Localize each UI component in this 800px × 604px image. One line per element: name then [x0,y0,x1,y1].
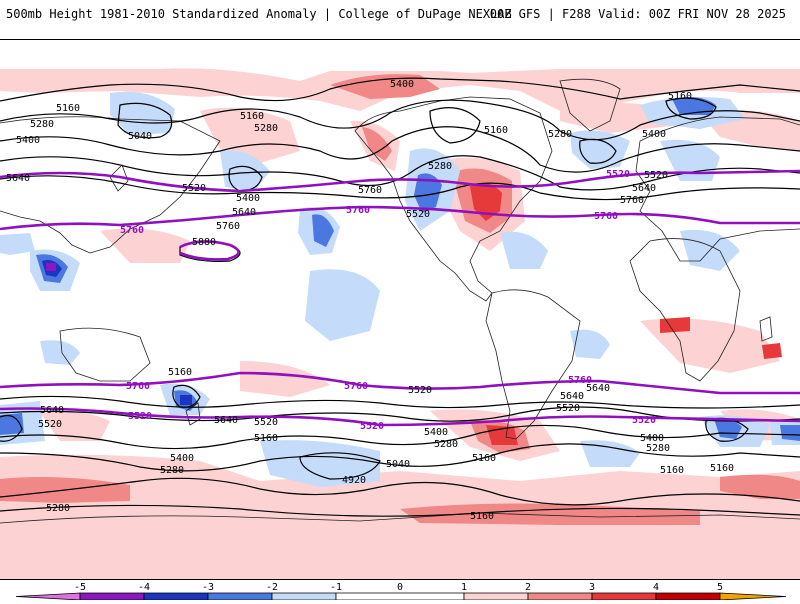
contour-label: 5160 [240,111,264,122]
colorbar-segments [15,592,787,601]
colorbar-tick-label: -1 [330,582,342,593]
contour-label: 5520 [644,170,668,181]
contour-label: 5520 [128,411,152,422]
contour-label: 5520 [556,403,580,414]
map-panel[interactable]: 5400 5160 5280 5400 5040 5160 5280 5160 … [0,39,800,580]
contour-label: 5520 [182,183,206,194]
contour-label: 5880 [192,237,216,248]
contour-label: 5520 [606,169,630,180]
contour-label: 5760 [120,225,144,236]
contour-label: 5640 [632,183,656,194]
contour-label: 5760 [620,195,644,206]
colorbar-segment [527,592,593,601]
contour-label: 5280 [428,161,452,172]
contour-label: 5160 [168,367,192,378]
contour-label: 5160 [472,453,496,464]
colorbar-segment [79,592,145,601]
colorbar-tick-label: -5 [74,582,86,593]
contour-label: 5280 [434,439,458,450]
colorbar-tick-label: 3 [589,582,595,593]
colorbar-segment [591,592,657,601]
colorbar-tick-label: 5 [717,582,723,593]
contour-label: 5400 [642,129,666,140]
colorbar-segment [335,592,465,601]
contour-label: 5160 [668,91,692,102]
contour-label: 5400 [390,79,414,90]
contour-label: 5160 [470,511,494,522]
model-run-info: 00Z GFS | F288 Valid: 00Z FRI NOV 28 202… [489,7,786,21]
colorbar-segment [463,592,529,601]
contour-label: 5640 [232,207,256,218]
colorbar-segment [207,592,273,601]
contour-label: 5160 [254,433,278,444]
contour-label: 5040 [128,131,152,142]
colorbar-tick-label: 1 [461,582,467,593]
contour-label: 5280 [254,123,278,134]
contour-label: 5760 [216,221,240,232]
contour-label: 5640 [586,383,610,394]
contour-label: 5760 [126,381,150,392]
contour-label: 5280 [46,503,70,514]
coastlines [0,78,800,524]
contour-label: 5760 [568,375,592,386]
contour-label: 5520 [254,417,278,428]
title-bar: 500mb Height 1981-2010 Standardized Anom… [0,0,800,28]
colorbar-segment [271,592,337,601]
contour-label: 5520 [406,209,430,220]
colorbar-segment [15,592,81,601]
contour-label: 5280 [160,465,184,476]
colorbar-tick-label: 2 [525,582,531,593]
contour-label: 5760 [346,205,370,216]
contour-label: 5520 [38,419,62,430]
contour-label: 5400 [640,433,664,444]
contour-label: 5400 [236,193,260,204]
colorbar-segment [655,592,721,601]
contour-label: 5160 [660,465,684,476]
contour-label: 5400 [170,453,194,464]
contour-label: 5040 [386,459,410,470]
contour-label: 5640 [214,415,238,426]
colorbar-ticks: -5 -4 -3 -2 -1 0 1 2 3 4 5 [74,582,723,593]
map-title: 500mb Height 1981-2010 Standardized Anom… [6,7,512,21]
contour-label: 5520 [632,415,656,426]
contour-label: 5520 [360,421,384,432]
contour-label: 5160 [484,125,508,136]
anomaly-colorbar: -5 -4 -3 -2 -1 0 1 2 3 4 5 [0,580,800,601]
contour-label: 4920 [342,475,366,486]
contour-label: 5640 [560,391,584,402]
colorbar-tick-label: 0 [397,582,403,593]
contour-label: 5280 [30,119,54,130]
contour-label: 5520 [408,385,432,396]
contour-label: 5760 [594,211,618,222]
contour-label: 5160 [710,463,734,474]
contour-labels: 5400 5160 5280 5400 5040 5160 5280 5160 … [6,79,734,522]
contour-label: 5400 [16,135,40,146]
colorbar-segment [719,592,787,601]
contour-label: 5640 [6,173,30,184]
contour-label: 5400 [424,427,448,438]
contour-label: 5280 [548,129,572,140]
contour-label: 5760 [344,381,368,392]
contour-label: 5160 [56,103,80,114]
colorbar-segment [143,592,209,601]
colorbar-tick-label: 4 [653,582,659,593]
contour-label: 5640 [40,405,64,416]
contour-label: 5280 [646,443,670,454]
colorbar-tick-label: -2 [266,582,278,593]
height-contours [0,77,800,517]
highlight-contours [0,169,800,427]
anomaly-shading [0,68,800,579]
contour-label: 5760 [358,185,382,196]
colorbar-tick-label: -4 [138,582,150,593]
colorbar-tick-label: -3 [202,582,214,593]
